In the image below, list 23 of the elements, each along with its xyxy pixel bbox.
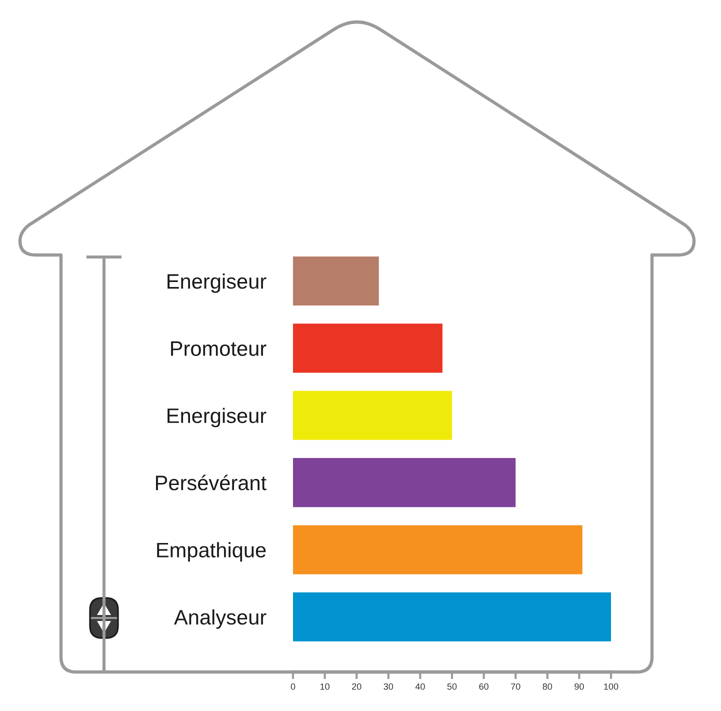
x-tick-label: 10 — [320, 683, 330, 690]
x-tick-label: 50 — [447, 683, 457, 690]
x-tick-label: 60 — [479, 683, 488, 690]
x-tick-label: 40 — [415, 683, 425, 690]
y-tick-label: Analyseur — [174, 609, 266, 629]
bar — [293, 458, 516, 508]
x-tick-label: 80 — [542, 683, 552, 690]
x-tick-label: 20 — [352, 683, 362, 690]
bar — [293, 324, 442, 373]
bar — [293, 256, 379, 306]
y-tick-label: Energiseur — [168, 408, 266, 428]
y-tick-label: Persévérant — [156, 474, 266, 490]
x-tick-label: 100 — [604, 683, 618, 690]
x-tick-label: 0 — [290, 683, 296, 690]
y-tick-label: Promoteur — [171, 341, 266, 356]
x-tick-label: 30 — [384, 683, 394, 690]
bar — [293, 592, 611, 642]
x-tick-label: 70 — [511, 683, 520, 690]
bar — [293, 390, 452, 440]
x-tick-label: 90 — [574, 683, 584, 690]
y-tick-label: Energiseur — [168, 273, 266, 293]
y-tick-label: Empathique — [157, 542, 266, 562]
bar — [293, 525, 582, 574]
